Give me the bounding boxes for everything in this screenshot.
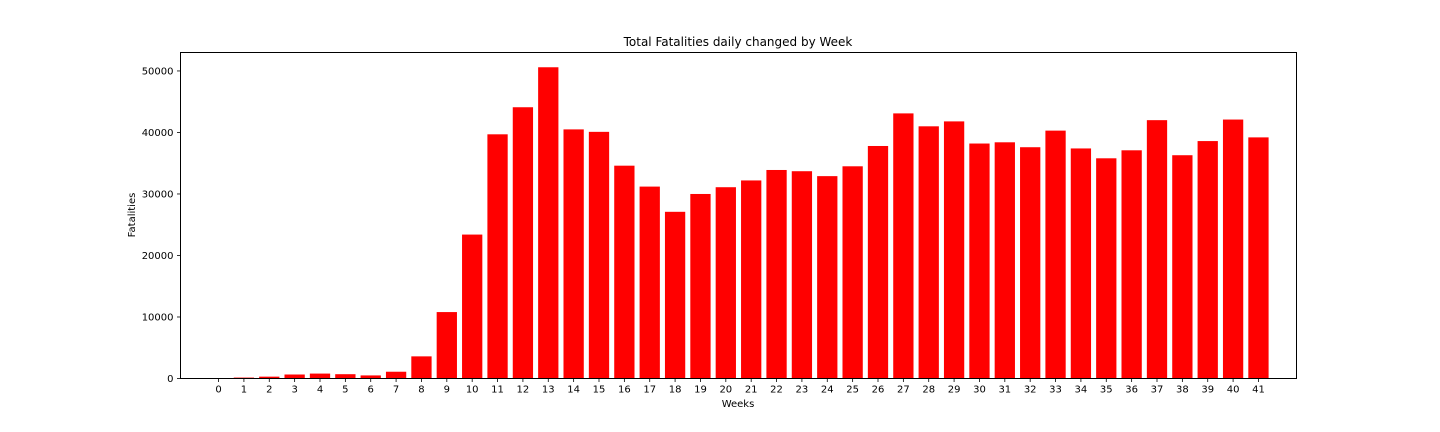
x-tick-label: 12 [517,385,530,396]
x-tick-label: 35 [1100,385,1113,396]
y-tick-label: 50000 [142,66,174,77]
bar-week-23 [791,171,813,379]
x-tick-label: 5 [342,385,348,396]
bar-week-20 [715,187,736,379]
bar-week-24 [817,176,838,379]
y-tick-label: 10000 [142,312,174,323]
x-tick-label: 13 [542,385,555,396]
x-tick-label: 33 [1049,385,1062,396]
x-tick-label: 0 [215,385,221,396]
x-axis-ticks: 0 1 2 3 4 5 6 7 8 9 10 11 12 13 14 15 16 17 18 19 20 21 22 23 24… [215,378,1265,396]
x-tick-label: 16 [618,385,631,396]
bar-week-4 [309,373,331,379]
bar-week-5 [335,374,356,379]
x-tick-label: 6 [368,385,374,396]
bar-week-37 [1146,120,1168,379]
bar-week-26 [867,145,889,379]
bar-week-41 [1248,137,1269,379]
y-tick-label: 40000 [142,128,174,139]
x-axis-label: Weeks [722,399,755,410]
x-tick-label: 18 [669,385,682,396]
bar-week-6 [360,375,381,379]
bar-week-12 [512,107,534,379]
x-tick-label: 28 [922,385,935,396]
bar-week-15 [588,131,610,379]
bar-week-21 [741,180,762,379]
bar-week-22 [766,169,787,379]
bar-week-34 [1070,148,1092,379]
bar-week-32 [1020,147,1041,379]
x-tick-label: 37 [1151,385,1164,396]
x-tick-label: 22 [770,385,783,396]
x-tick-label: 39 [1201,385,1214,396]
x-tick-label: 34 [1075,385,1088,396]
x-tick-label: 17 [643,385,656,396]
x-tick-label: 32 [1024,385,1037,396]
x-tick-label: 20 [719,385,732,396]
bar-week-40 [1222,119,1244,379]
bar-week-10 [462,234,483,379]
bar-week-9 [436,312,457,379]
y-axis-ticks: 0 10000 20000 30000 40000 50000 [142,66,181,385]
bar-week-31 [994,142,1015,379]
x-tick-label: 7 [393,385,399,396]
bar-week-29 [943,121,965,379]
bar-week-18 [664,211,686,379]
bar-week-17 [639,186,660,379]
x-tick-label: 26 [872,385,885,396]
x-tick-label: 14 [567,385,580,396]
plot-frame [180,52,1297,379]
x-tick-label: 10 [466,385,479,396]
x-tick-label: 1 [241,385,247,396]
x-tick-label: 8 [418,385,424,396]
bar-week-8 [411,356,432,379]
x-tick-label: 31 [998,385,1011,396]
bar-week-38 [1172,155,1193,379]
x-tick-label: 2 [266,385,272,396]
bar-week-25 [842,166,863,379]
y-tick-label: 20000 [142,251,174,262]
x-tick-label: 19 [694,385,707,396]
bar-week-28 [918,126,939,379]
x-tick-label: 30 [973,385,986,396]
bars [233,67,1269,379]
y-axis-label: Fatalities [127,193,138,238]
x-tick-label: 25 [846,385,859,396]
bar-week-19 [690,193,711,379]
bar-week-27 [893,113,914,379]
x-tick-label: 38 [1176,385,1189,396]
x-tick-label: 15 [593,385,606,396]
chart-title: Total Fatalities daily changed by Week [623,35,853,49]
x-tick-label: 9 [444,385,450,396]
x-tick-label: 40 [1227,385,1240,396]
x-tick-label: 41 [1252,385,1265,396]
y-tick-label: 30000 [142,189,174,200]
bar-week-7 [385,371,407,379]
x-tick-label: 21 [745,385,758,396]
bar-week-39 [1197,141,1218,379]
x-tick-label: 27 [897,385,910,396]
x-tick-label: 4 [317,385,323,396]
x-tick-label: 29 [948,385,961,396]
bar-week-36 [1121,150,1142,379]
bar-week-13 [538,67,559,379]
y-tick-label: 0 [167,374,173,385]
x-tick-label: 23 [796,385,809,396]
bar-week-16 [614,165,635,379]
x-tick-label: 11 [491,385,504,396]
bar-week-33 [1045,130,1066,379]
bar-week-2 [259,376,280,379]
bar-week-3 [284,374,305,379]
x-tick-label: 36 [1125,385,1138,396]
bar-week-14 [563,129,584,379]
x-tick-label: 24 [821,385,834,396]
bar-week-35 [1096,158,1117,379]
x-tick-label: 3 [291,385,297,396]
bar-week-30 [969,143,990,379]
bar-week-11 [487,134,508,379]
